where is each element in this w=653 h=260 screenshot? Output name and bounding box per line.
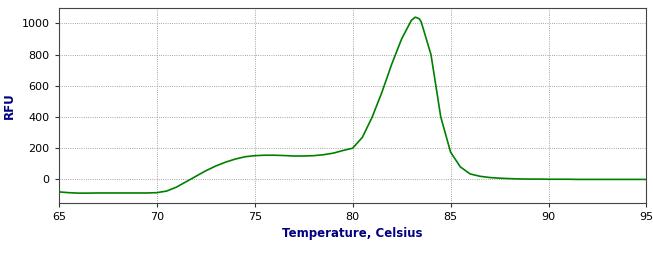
Y-axis label: RFU: RFU: [3, 92, 16, 119]
X-axis label: Temperature, Celsius: Temperature, Celsius: [282, 228, 423, 240]
